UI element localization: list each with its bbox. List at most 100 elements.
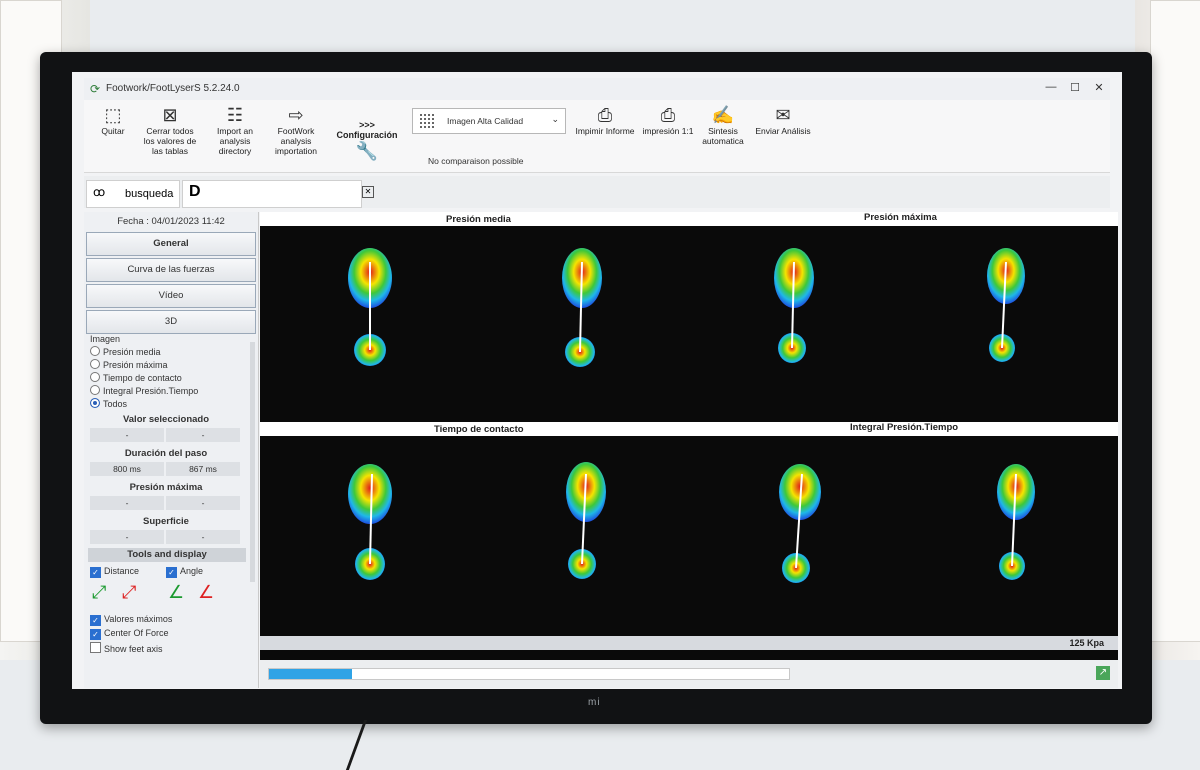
value-cell: - — [166, 496, 240, 510]
print-report-button[interactable]: ⎙ Impimir Informe — [574, 104, 636, 136]
check-icon: ✓ — [90, 615, 101, 626]
window-title: Footwork/FootLyserS 5.2.24.0 — [106, 83, 240, 94]
presion-maxima-row: - - — [90, 496, 240, 510]
config-label: Configuración — [336, 130, 398, 140]
radio-dot — [90, 372, 100, 382]
angle-checkbox[interactable]: ✓ Angle — [166, 566, 203, 578]
maximize-button[interactable]: ☐ — [1070, 82, 1080, 94]
left-panel: Fecha : 04/01/2023 11:42 General Curva d… — [84, 212, 259, 688]
nav-3d[interactable]: 3D — [86, 310, 256, 334]
send-label: Enviar Análisis — [755, 126, 811, 136]
nav-force-curve[interactable]: Curva de las fuerzas — [86, 258, 256, 282]
close-tab-icon[interactable]: ✕ — [362, 186, 374, 198]
close-window-button[interactable]: ✕ — [1094, 82, 1104, 94]
label-tiempo-contacto: Tiempo de contacto — [434, 424, 524, 435]
radio-presion-media[interactable]: Presión media — [90, 346, 161, 357]
printer-icon: ⎙ — [597, 105, 613, 125]
close-box-icon: ⊠ — [162, 105, 178, 125]
minimize-button[interactable]: — — [1045, 81, 1057, 93]
tab-patient[interactable]: D — [182, 180, 362, 208]
checkbox-label: Valores máximos — [104, 614, 173, 624]
add-distance-icon[interactable]: ⤢ — [92, 582, 107, 602]
config-arrows: >>> — [359, 120, 375, 130]
check-icon: ✓ — [90, 629, 101, 640]
value-cell: 800 ms — [90, 462, 164, 476]
checkbox-label: Angle — [180, 566, 204, 576]
radio-presion-maxima[interactable]: Presión máxima — [90, 359, 168, 370]
footprint-5 — [348, 464, 392, 580]
pressure-view: Presión media Presión máxima Tiempo de c… — [260, 212, 1118, 688]
configuration-button[interactable]: >>> Configuración 🔧 — [332, 104, 402, 162]
remove-angle-icon[interactable]: ∠ — [198, 582, 215, 602]
pressure-scale-label: 125 Kpa — [1069, 638, 1104, 648]
import-directory-button[interactable]: ☷ Import an analysis directory — [208, 104, 262, 156]
image-quality-value: Imagen Alta Calidad — [447, 116, 524, 126]
label-presion-maxima: Presión máxima — [864, 212, 937, 223]
quit-button[interactable]: ⬚ Quitar — [96, 104, 130, 136]
radio-tiempo-contacto[interactable]: Tiempo de contacto — [90, 372, 182, 383]
print-1to1-label: impresión 1:1 — [642, 126, 694, 136]
remove-distance-icon[interactable]: ⤢ — [122, 582, 137, 602]
value-cell: - — [90, 530, 164, 544]
footprint-3 — [774, 248, 814, 363]
users-icon: ꝏ — [93, 185, 106, 199]
envelope-icon: ✉ — [775, 105, 791, 125]
show-feet-axis-checkbox[interactable]: Show feet axis — [90, 642, 163, 654]
footwork-import-label: FootWork analysis importation — [274, 126, 318, 156]
tab-search[interactable]: ꝏ busqueda — [86, 180, 180, 208]
close-all-label: Cerrar todos los valores de las tablas — [143, 126, 197, 156]
label-presion-media: Presión media — [446, 214, 511, 225]
value-cell: - — [166, 530, 240, 544]
footprint-1 — [348, 248, 392, 366]
import-list-icon: ☷ — [226, 105, 244, 125]
footwork-import-icon: ⇨ — [288, 105, 304, 125]
image-options-heading: Imagen — [90, 334, 121, 344]
add-angle-icon[interactable]: ∠ — [168, 582, 185, 602]
toolbar: ⬚ Quitar ⊠ Cerrar todos los valores de l… — [84, 100, 1110, 173]
print-1to1-button[interactable]: ⎙ impresión 1:1 — [638, 104, 698, 136]
import-label: Import an analysis directory — [217, 126, 253, 156]
checkbox-label: Distance — [104, 566, 140, 576]
checkbox-empty — [90, 642, 101, 653]
no-comparison-text: No comparaison possible — [428, 156, 524, 166]
footprint-2 — [562, 248, 602, 367]
left-panel-scrollbar[interactable] — [250, 342, 255, 582]
footwork-import-button[interactable]: ⇨ FootWork analysis importation — [268, 104, 324, 156]
app-window: ⟳ Footwork/FootLyserS 5.2.24.0 — ☐ ✕ ⬚ Q… — [72, 72, 1122, 689]
value-cell: - — [90, 428, 164, 442]
synthesis-button[interactable]: ✍ Sintesis automatica — [698, 104, 748, 146]
radio-label: Presión máxima — [103, 360, 168, 370]
close-all-button[interactable]: ⊠ Cerrar todos los valores de las tablas — [140, 104, 200, 156]
dot-grid-icon — [419, 113, 435, 129]
value-cell: - — [90, 496, 164, 510]
radio-label: Presión media — [103, 347, 161, 357]
checkbox-label: Show feet axis — [104, 644, 163, 654]
tv-cable — [345, 720, 398, 770]
printer-scale-icon: ⎙ — [660, 105, 676, 125]
nav-video[interactable]: Vídeo — [86, 284, 256, 308]
radio-integral[interactable]: Integral Presión.Tiempo — [90, 385, 198, 396]
radio-label: Todos — [103, 399, 128, 409]
nav-general[interactable]: General — [86, 232, 256, 256]
check-icon: ✓ — [166, 567, 177, 578]
synthesis-label: Sintesis automatica — [702, 126, 744, 146]
image-quality-select[interactable]: Imagen Alta Calidad ⌄ — [412, 108, 566, 134]
tv-logo: mi — [588, 697, 601, 708]
valor-seleccionado-heading: Valor seleccionado — [122, 414, 210, 425]
radio-dot — [90, 385, 100, 395]
export-icon[interactable]: ↗ — [1096, 666, 1110, 680]
valores-maximos-checkbox[interactable]: ✓ Valores máximos — [90, 614, 172, 626]
radio-todos[interactable]: Todos — [90, 398, 127, 409]
footprint-8 — [997, 464, 1035, 580]
distance-checkbox[interactable]: ✓ Distance — [90, 566, 139, 578]
app-logo-icon: ⟳ — [90, 82, 101, 96]
radio-dot-selected — [90, 398, 100, 408]
center-of-force-checkbox[interactable]: ✓ Center Of Force — [90, 628, 169, 640]
send-analysis-button[interactable]: ✉ Enviar Análisis — [754, 104, 812, 136]
radio-dot — [90, 359, 100, 369]
checkbox-label: Center Of Force — [104, 628, 169, 638]
duracion-row: 800 ms 867 ms — [90, 462, 240, 476]
superficie-heading: Superficie — [143, 516, 189, 527]
chevron-down-icon: ⌄ — [551, 114, 559, 124]
radio-dot — [90, 346, 100, 356]
